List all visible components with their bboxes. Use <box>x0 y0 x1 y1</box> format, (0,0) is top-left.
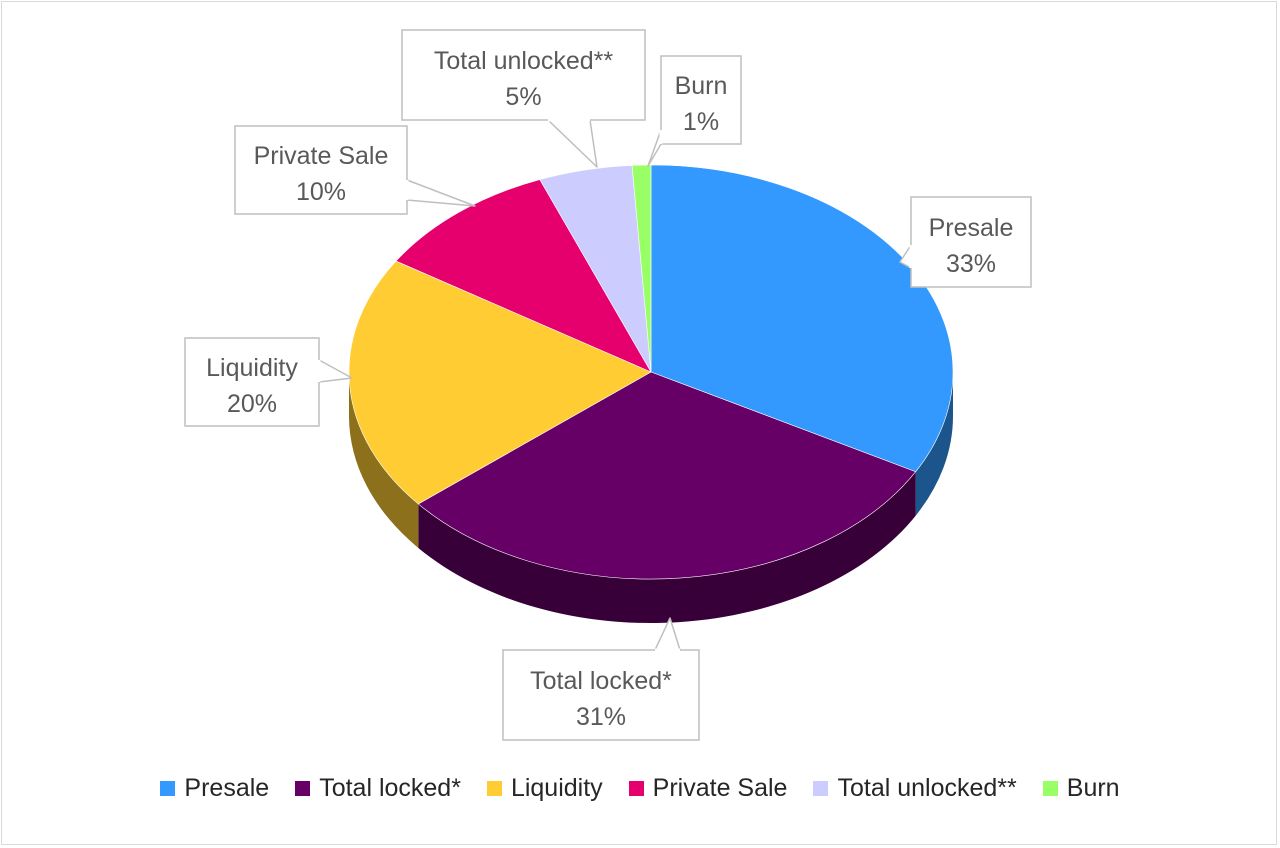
callout-box <box>910 196 1032 288</box>
legend-label: Total locked* <box>319 773 461 802</box>
pie-side-liquidity <box>349 372 419 548</box>
legend-item-burn: Burn <box>1042 773 1120 803</box>
data-label-value: 20% <box>227 390 277 418</box>
legend-item-total-locked: Total locked* <box>295 774 461 803</box>
legend-label: Presale <box>184 773 270 802</box>
data-label-value: 1% <box>683 108 719 136</box>
data-label-category: Burn <box>675 72 728 100</box>
data-label-value: 10% <box>296 178 346 206</box>
legend-swatch <box>1042 780 1058 796</box>
data-label-value: 5% <box>505 83 541 111</box>
callout-pointer <box>406 179 476 207</box>
data-label-private-sale: Private Sale 10% <box>234 125 476 215</box>
data-label-liquidity: Liquidity 20% <box>184 337 353 427</box>
pie-top-layer <box>348 164 954 580</box>
legend-swatch <box>160 780 176 796</box>
legend-swatch <box>813 780 829 796</box>
data-label-category: Presale <box>929 214 1014 242</box>
callout-layer: Presale 33% Total locked* 31% Liquidity 20% Pr… <box>184 29 1032 741</box>
legend-swatch <box>295 780 311 796</box>
callout-box <box>502 649 700 741</box>
pie-side-total-locked <box>418 471 916 623</box>
legend-label: Private Sale <box>652 773 788 802</box>
callout-box <box>660 55 742 145</box>
data-label-category: Liquidity <box>206 354 298 382</box>
data-label-burn: Burn 1% <box>647 55 742 167</box>
data-label-total-locked: Total locked* 31% <box>502 617 700 741</box>
data-label-value: 31% <box>576 703 626 731</box>
pie-slice-liquidity <box>348 260 652 505</box>
callout-pointer <box>547 119 598 168</box>
pie-slice-total-locked <box>417 371 917 580</box>
legend-item-presale: Presale <box>160 774 269 803</box>
legend-label: Burn <box>1066 773 1120 802</box>
legend-item-total-unlocked: Total unlocked** <box>813 773 1017 803</box>
data-label-value: 33% <box>946 250 996 278</box>
data-label-category: Total unlocked** <box>434 47 614 75</box>
legend-label: Total unlocked** <box>837 773 1017 802</box>
pie-slice-burn <box>631 164 652 373</box>
data-label-presale: Presale 33% <box>899 196 1032 288</box>
callout-box <box>234 125 408 215</box>
legend: Presale Total locked* Liquidity Private Sal… <box>0 768 1280 808</box>
callout-box <box>401 29 646 121</box>
legend-item-private-sale: Private Sale <box>628 773 788 803</box>
data-label-category: Private Sale <box>254 142 389 170</box>
pie-slice-private-sale <box>395 179 652 373</box>
data-label-category: Total locked* <box>530 667 672 695</box>
callout-pointer <box>647 129 662 167</box>
legend-swatch <box>628 780 644 796</box>
legend-swatch <box>486 780 502 796</box>
legend-item-liquidity: Liquidity <box>486 773 603 803</box>
data-label-total-unlocked: Total unlocked** 5% <box>401 29 646 168</box>
callout-pointer <box>318 359 353 383</box>
legend-label: Liquidity <box>510 773 603 802</box>
